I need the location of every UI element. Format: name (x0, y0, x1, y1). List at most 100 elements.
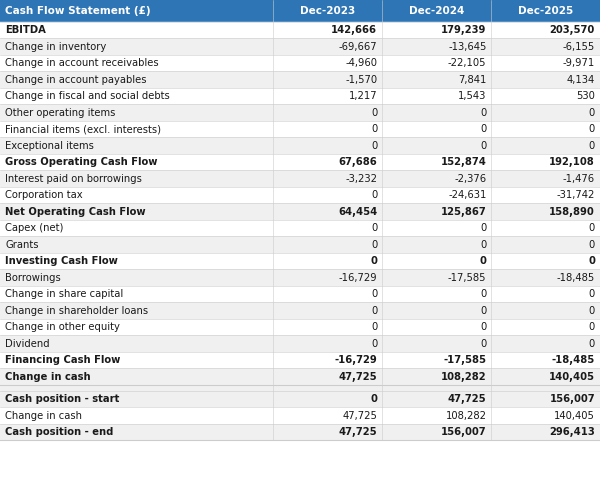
Text: -3,232: -3,232 (345, 174, 377, 184)
Text: 140,405: 140,405 (549, 372, 595, 382)
Bar (382, 204, 491, 220)
Bar (0, 286, 273, 302)
Bar (0, 38, 273, 55)
Bar (491, 220, 600, 237)
Text: 0: 0 (479, 256, 487, 266)
Bar (0, 88, 273, 105)
Text: 0: 0 (371, 223, 377, 233)
Text: 158,890: 158,890 (549, 207, 595, 217)
Text: 179,239: 179,239 (441, 25, 487, 35)
Text: -4,960: -4,960 (345, 58, 377, 68)
Text: 142,666: 142,666 (331, 25, 377, 35)
Text: -69,667: -69,667 (338, 42, 377, 52)
Text: 0: 0 (589, 322, 595, 332)
Bar (382, 55, 491, 72)
Bar (0, 369, 273, 385)
Bar (273, 0, 382, 22)
Text: 0: 0 (589, 240, 595, 250)
Bar (491, 170, 600, 187)
Text: Financial items (excl. interests): Financial items (excl. interests) (5, 124, 161, 134)
Bar (382, 137, 491, 154)
Bar (0, 407, 273, 424)
Bar (273, 220, 382, 237)
Bar (382, 38, 491, 55)
Text: -18,485: -18,485 (557, 273, 595, 283)
Bar (491, 286, 600, 302)
Text: -16,729: -16,729 (334, 355, 377, 365)
Text: 156,007: 156,007 (550, 394, 595, 404)
Text: Change in account payables: Change in account payables (5, 75, 146, 85)
Bar (491, 407, 600, 424)
Bar (0, 55, 273, 72)
Bar (273, 105, 382, 121)
Bar (273, 154, 382, 170)
Bar (0, 170, 273, 187)
Text: 0: 0 (589, 124, 595, 134)
Bar (491, 137, 600, 154)
Text: -2,376: -2,376 (454, 174, 487, 184)
Text: -17,585: -17,585 (443, 355, 487, 365)
Bar (491, 0, 600, 22)
Bar (273, 88, 382, 105)
Bar (382, 336, 491, 352)
Text: -9,971: -9,971 (563, 58, 595, 68)
Bar (491, 38, 600, 55)
Text: 0: 0 (589, 223, 595, 233)
Bar (382, 220, 491, 237)
Text: 0: 0 (480, 289, 487, 299)
Text: Change in shareholder loans: Change in shareholder loans (5, 306, 148, 316)
Text: 156,007: 156,007 (441, 427, 487, 437)
Bar (273, 137, 382, 154)
Bar (273, 187, 382, 204)
Text: Net Operating Cash Flow: Net Operating Cash Flow (5, 207, 146, 217)
Bar (0, 302, 273, 319)
Bar (0, 137, 273, 154)
Text: Borrowings: Borrowings (5, 273, 61, 283)
Bar (491, 105, 600, 121)
Bar (273, 424, 382, 441)
Text: 0: 0 (371, 240, 377, 250)
Text: 0: 0 (371, 322, 377, 332)
Text: -1,570: -1,570 (345, 75, 377, 85)
Text: 0: 0 (589, 141, 595, 151)
Text: 0: 0 (371, 190, 377, 200)
Text: Change in cash: Change in cash (5, 411, 82, 421)
Bar (382, 286, 491, 302)
Bar (0, 220, 273, 237)
Text: 0: 0 (589, 306, 595, 316)
Text: -1,476: -1,476 (563, 174, 595, 184)
Bar (491, 391, 600, 407)
Bar (0, 269, 273, 286)
Text: 67,686: 67,686 (338, 157, 377, 167)
Bar (0, 391, 273, 407)
Text: 0: 0 (588, 256, 595, 266)
Bar (382, 385, 491, 391)
Text: 47,725: 47,725 (338, 372, 377, 382)
Bar (273, 237, 382, 253)
Text: 0: 0 (371, 339, 377, 349)
Text: Change in account receivables: Change in account receivables (5, 58, 158, 68)
Bar (491, 253, 600, 269)
Text: 0: 0 (371, 289, 377, 299)
Bar (491, 121, 600, 137)
Text: 0: 0 (370, 394, 377, 404)
Text: -24,631: -24,631 (448, 190, 487, 200)
Text: Financing Cash Flow: Financing Cash Flow (5, 355, 121, 365)
Bar (273, 269, 382, 286)
Bar (491, 424, 600, 441)
Bar (273, 391, 382, 407)
Bar (273, 253, 382, 269)
Bar (382, 88, 491, 105)
Bar (382, 424, 491, 441)
Text: 530: 530 (576, 91, 595, 101)
Text: Cash Flow Statement (£): Cash Flow Statement (£) (5, 6, 151, 16)
Bar (273, 385, 382, 391)
Bar (0, 385, 273, 391)
Text: Change in fiscal and social debts: Change in fiscal and social debts (5, 91, 170, 101)
Text: 7,841: 7,841 (458, 75, 487, 85)
Text: Capex (net): Capex (net) (5, 223, 64, 233)
Text: EBITDA: EBITDA (5, 25, 46, 35)
Text: 1,217: 1,217 (349, 91, 377, 101)
Bar (382, 407, 491, 424)
Bar (273, 286, 382, 302)
